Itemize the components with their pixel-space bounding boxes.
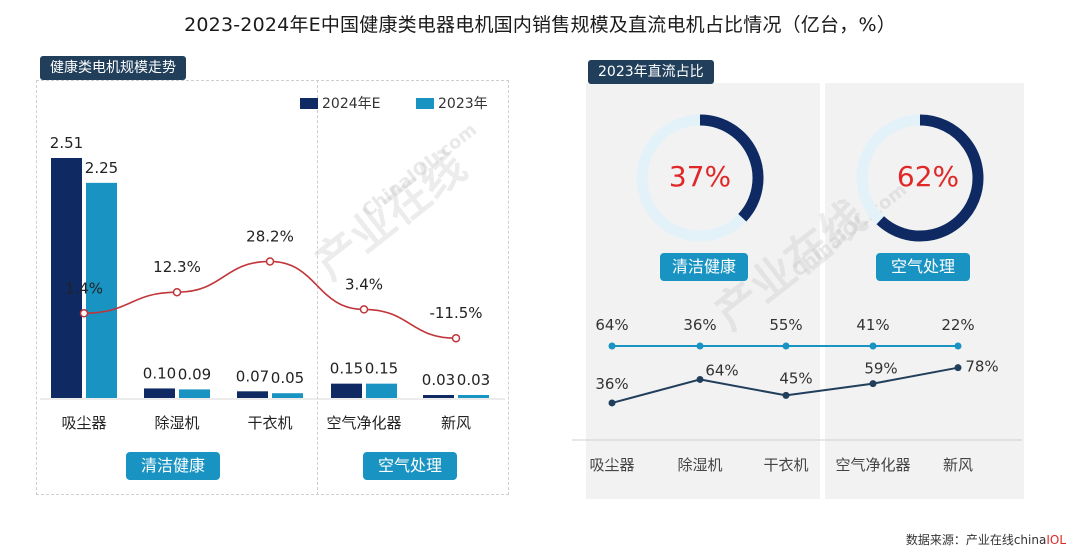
growth-point-0 [79, 309, 89, 318]
bar-label-2023-0: 2.25 [85, 159, 118, 177]
bar-label-2024-1: 0.10 [143, 364, 176, 382]
right-panel-divider [820, 83, 825, 499]
dc-share-label-2: 55% [769, 316, 802, 334]
right-category-label-4: 新风 [943, 456, 973, 474]
category-label-3: 空气净化器 [326, 414, 401, 432]
growth-point-1 [172, 287, 182, 297]
bar-2024-0 [51, 158, 82, 398]
ac-share-label-4: 78% [965, 358, 998, 376]
dc-share-point-1 [696, 342, 704, 350]
source-prefix: 数据来源：产业在线 [905, 533, 1014, 547]
category-label-4: 新风 [441, 414, 471, 432]
category-label-0: 吸尘器 [61, 414, 106, 432]
page-title: 2023-2024年E中国健康类电器电机国内销售规模及直流电机占比情况（亿台，%… [184, 14, 896, 36]
ac-share-label-0: 36% [595, 375, 628, 393]
right-panel-label: 2023年直流占比 [588, 60, 714, 84]
bar-2023-0 [86, 182, 117, 398]
donut-badge-air-treatment: 空气处理 [876, 253, 970, 281]
legend-swatch-2023 [416, 97, 434, 109]
right-panel-background [586, 83, 1024, 499]
growth-label-4: -11.5% [429, 304, 482, 322]
bar-2024-4 [423, 395, 454, 398]
left-panel-divider [317, 80, 318, 495]
ac-share-label-2: 45% [779, 369, 812, 387]
bar-label-2024-3: 0.15 [330, 360, 363, 378]
legend-label-2024: 2024年E [322, 96, 381, 112]
ac-share-point-1 [696, 375, 704, 383]
ac-share-point-4 [954, 364, 962, 372]
right-category-label-0: 吸尘器 [589, 456, 634, 474]
bar-label-2024-0: 2.51 [50, 134, 83, 152]
dc-share-point-0 [608, 342, 616, 350]
bar-2023-3 [366, 383, 397, 398]
left-panel-frame [36, 80, 509, 495]
donut-percent-clean-health: 37% [668, 160, 732, 193]
legend-swatch-2024 [300, 97, 318, 109]
ac-share-point-3 [869, 380, 877, 388]
right-category-label-3: 空气净化器 [835, 456, 910, 474]
bar-label-2023-2: 0.05 [271, 369, 304, 387]
growth-line [83, 260, 457, 340]
bar-2023-4 [458, 395, 489, 398]
group-badge-clean-health: 清洁健康 [126, 452, 220, 480]
dc-share-point-2 [782, 342, 790, 350]
dc-share-point-3 [869, 342, 877, 350]
dc-share-label-3: 41% [856, 316, 889, 334]
dc-share-point-4 [954, 342, 962, 350]
bar-label-2023-3: 0.15 [365, 360, 398, 378]
growth-label-1: 12.3% [153, 258, 201, 276]
category-label-2: 干衣机 [247, 414, 292, 432]
category-label-1: 除湿机 [154, 414, 199, 432]
growth-label-0: 1.4% [65, 279, 103, 297]
ac-share-point-2 [782, 391, 790, 399]
growth-label-2: 28.2% [246, 227, 294, 245]
growth-point-4 [451, 333, 461, 343]
source-brand-plain: china [1013, 533, 1047, 547]
source-note: 数据来源：产业在线chinaIOL [906, 531, 1066, 548]
right-category-label-1: 除湿机 [677, 456, 722, 474]
bar-2023-2 [272, 393, 303, 398]
left-panel-label: 健康类电机规模走势 [40, 56, 186, 80]
growth-label-3: 3.4% [345, 275, 383, 293]
bar-label-2024-4: 0.03 [422, 371, 455, 389]
bar-2024-2 [237, 391, 268, 398]
bar-2024-3 [331, 383, 362, 398]
source-brand-red: IOL [1046, 533, 1066, 547]
dc-share-label-4: 22% [941, 316, 974, 334]
dc-share-label-0: 64% [595, 316, 628, 334]
growth-point-3 [359, 305, 369, 314]
dc-share-label-1: 36% [683, 316, 716, 334]
donut-percent-air-treatment: 62% [896, 160, 960, 193]
bar-label-2023-4: 0.03 [457, 371, 490, 389]
right-category-label-2: 干衣机 [763, 456, 808, 474]
bar-label-2023-1: 0.09 [178, 365, 211, 383]
bar-2024-1 [144, 388, 175, 398]
ac-share-label-3: 59% [864, 360, 897, 378]
legend-label-2023: 2023年 [438, 96, 488, 112]
ac-share-label-1: 64% [705, 361, 738, 379]
donut-arc-1 [876, 114, 984, 242]
legend-item-2024: 2024年E [300, 93, 380, 113]
bar-2023-1 [179, 389, 210, 398]
group-badge-air-treatment: 空气处理 [363, 452, 457, 480]
donut-arc-0 [699, 114, 764, 222]
bar-label-2024-2: 0.07 [236, 367, 269, 385]
growth-point-2 [265, 257, 275, 266]
ac-share-point-0 [608, 399, 616, 407]
donut-badge-clean-health: 清洁健康 [660, 253, 748, 281]
legend-item-2023: 2023年 [416, 93, 488, 113]
